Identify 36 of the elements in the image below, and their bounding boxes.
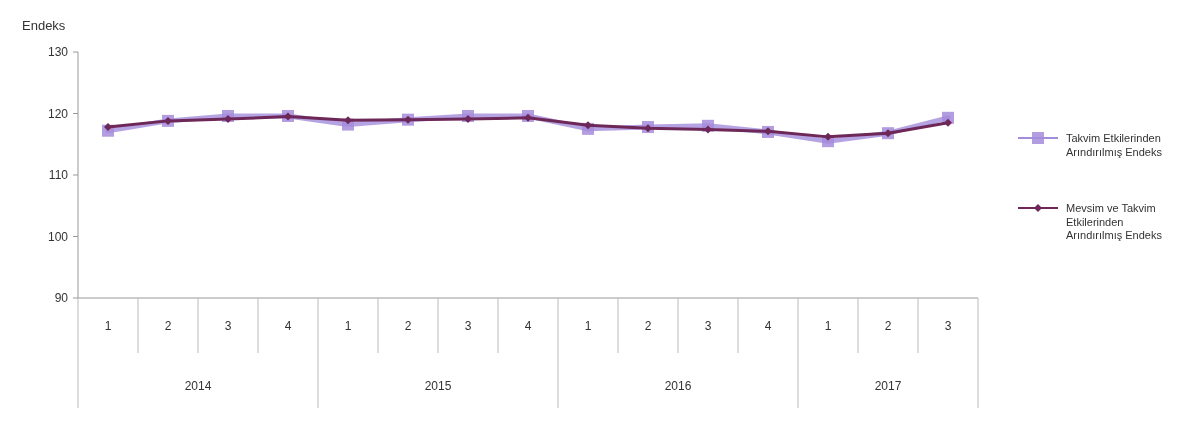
x-tick-label: 2 xyxy=(644,319,652,333)
legend-label: Takvim Etkilerinden Arındırılmış Endeks xyxy=(1066,131,1163,158)
y-tick-label: 100 xyxy=(47,229,69,244)
point xyxy=(704,125,712,134)
point xyxy=(584,121,592,130)
point xyxy=(464,115,472,124)
x-tick-label: 2 xyxy=(404,319,412,333)
x-tick-label: 1 xyxy=(344,319,352,333)
point xyxy=(944,118,952,127)
legend-label: Mevsim ve Takvim Etkilerinden Arındırılmış Endeks xyxy=(1066,201,1163,242)
y-tick-label: 130 xyxy=(47,45,69,60)
x-tick-label: 1 xyxy=(584,319,592,333)
text: 2014 xyxy=(184,379,212,393)
point xyxy=(524,113,532,122)
x-tick-label: 3 xyxy=(704,319,712,333)
y-tick-label: 120 xyxy=(47,106,69,121)
x-tick-label: 3 xyxy=(944,319,952,333)
y-tick-label: 90 xyxy=(54,291,69,306)
text: 2016 xyxy=(664,379,692,393)
point xyxy=(224,115,232,124)
x-tick-label: 1 xyxy=(824,319,832,333)
y-tick-label: 110 xyxy=(48,168,69,183)
x-tick-label: 2 xyxy=(884,319,892,333)
x-tick-label: 3 xyxy=(464,319,472,333)
x-tick-label: 4 xyxy=(764,319,772,333)
x-tick-label: 1 xyxy=(104,319,112,333)
point xyxy=(104,123,112,132)
text: 2015 xyxy=(424,379,452,393)
point xyxy=(824,132,832,141)
x-tick-label: 3 xyxy=(224,319,232,333)
x-tick-label: 2 xyxy=(164,319,172,333)
x-tick-label: 4 xyxy=(284,319,292,333)
x-tick-label: 4 xyxy=(524,319,532,333)
point xyxy=(344,116,352,125)
text: 2017 xyxy=(874,379,902,393)
y-axis-title: Endeks xyxy=(22,18,66,33)
